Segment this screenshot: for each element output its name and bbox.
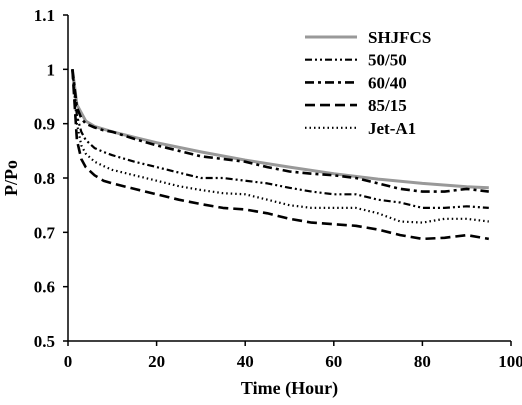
series-line-shjfcs [70, 69, 489, 190]
y-axis-title: P/Po [1, 160, 21, 196]
y-tick-label: 0.5 [34, 332, 55, 351]
legend-label: SHJFCS [368, 28, 431, 47]
x-axis-title: Time (Hour) [241, 378, 338, 399]
series-line-jet-a1 [71, 69, 489, 224]
plot-area [67, 15, 511, 342]
x-tick-label: 80 [414, 352, 431, 371]
x-tick-label: 20 [148, 352, 165, 371]
legend: SHJFCS 50/50 60/40 85/15 Jet-A1 [305, 28, 431, 138]
x-ticks: 0 20 40 60 80 100 [64, 341, 522, 371]
y-tick-label: 0.8 [34, 169, 55, 188]
x-tick-label: 100 [498, 352, 522, 371]
y-tick-label: 0.6 [34, 278, 55, 297]
y-tick-label: 1.1 [34, 6, 55, 25]
series-layer [70, 69, 490, 241]
x-tick-label: 0 [64, 352, 73, 371]
x-tick-label: 60 [325, 352, 342, 371]
y-tick-label: 0.9 [34, 115, 55, 134]
legend-label: 85/15 [368, 96, 407, 115]
legend-label: 60/40 [368, 73, 407, 92]
legend-label: 50/50 [368, 51, 407, 70]
y-tick-label: 0.7 [34, 223, 56, 242]
y-ticks: 0.5 0.6 0.7 0.8 0.9 1 1.1 [34, 6, 68, 351]
y-tick-label: 1 [47, 60, 56, 79]
series-line-50-50 [71, 69, 489, 209]
legend-label: Jet-A1 [368, 119, 416, 138]
x-tick-label: 40 [237, 352, 254, 371]
series-line-60-40 [71, 69, 489, 193]
series-line-85-15 [71, 69, 490, 241]
